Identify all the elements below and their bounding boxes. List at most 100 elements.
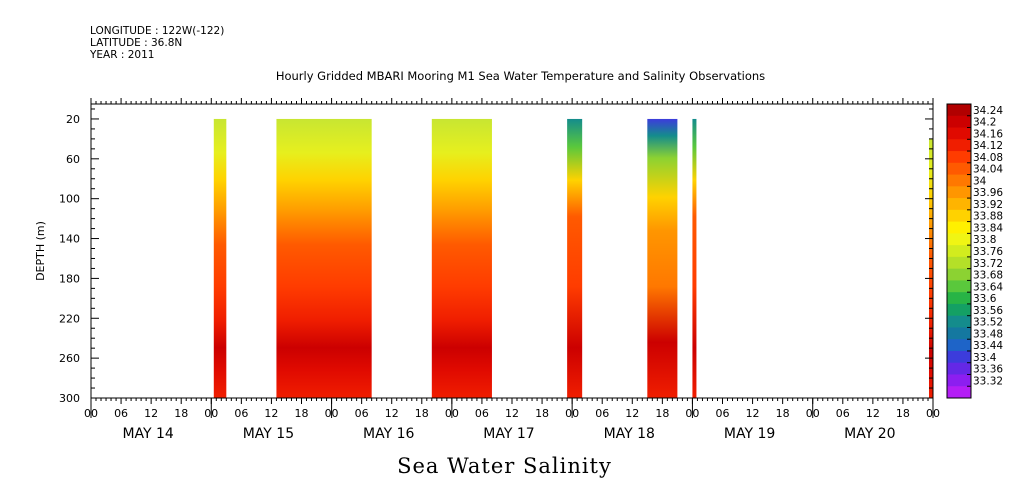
colorbar-swatch	[947, 327, 971, 340]
x-hour-tick-label: 18	[655, 407, 669, 420]
colorbar-swatch	[947, 233, 971, 246]
colorbar-swatch	[947, 209, 971, 223]
colorbar-label: 33.8	[973, 234, 996, 246]
colorbar-swatch	[947, 127, 971, 140]
x-hour-tick-label: 00	[565, 407, 579, 420]
x-hour-tick-label: 12	[385, 407, 399, 420]
x-hour-tick-label: 00	[926, 407, 940, 420]
x-hour-tick-label: 06	[475, 407, 489, 420]
x-hour-tick-label: 00	[325, 407, 339, 420]
x-hour-tick-label: 12	[746, 407, 760, 420]
x-hour-tick-label: 00	[806, 407, 820, 420]
x-day-label: MAY 16	[363, 426, 414, 442]
colorbar-swatch	[947, 268, 971, 281]
colorbar-swatch	[947, 315, 971, 328]
colorbar-label: 34.12	[973, 140, 1003, 152]
colorbar-swatch	[947, 174, 971, 187]
chart-title: Hourly Gridded MBARI Mooring M1 Sea Wate…	[275, 69, 766, 83]
x-hour-tick-label: 00	[84, 407, 98, 420]
x-hour-tick-label: 18	[896, 407, 910, 420]
colorbar-swatch	[947, 350, 971, 364]
colorbar-swatch	[947, 162, 971, 176]
colorbar-swatch	[947, 221, 971, 234]
colorbar-label: 33.96	[973, 187, 1003, 199]
x-hour-tick-label: 00	[445, 407, 459, 420]
colorbar-label: 34.04	[973, 164, 1003, 176]
x-day-label: MAY 15	[243, 426, 294, 442]
y-tick-label: 220	[59, 312, 80, 325]
colorbar-swatch	[947, 245, 971, 258]
data-segment	[567, 118, 583, 398]
x-day-label: MAY 20	[844, 426, 895, 442]
colorbar-swatch	[947, 374, 971, 387]
colorbar-swatch	[947, 139, 971, 152]
x-hour-tick-label: 12	[144, 407, 158, 420]
colorbar-label: 33.48	[973, 328, 1003, 340]
latitude-label: LATITUDE : 36.8N	[90, 37, 183, 49]
x-hour-tick-label: 00	[685, 407, 699, 420]
x-hour-tick-label: 12	[625, 407, 639, 420]
colorbar-label: 33.76	[973, 246, 1003, 258]
x-day-label: MAY 18	[604, 426, 655, 442]
colorbar-label: 33.84	[973, 222, 1003, 234]
colorbar-label: 34	[973, 175, 987, 187]
colorbar-label: 33.6	[973, 293, 997, 305]
data-segment	[692, 118, 697, 398]
colorbar-label: 33.72	[973, 258, 1003, 270]
colorbar-swatch	[947, 362, 971, 375]
y-tick-label: 180	[59, 272, 80, 285]
colorbar-swatch	[947, 115, 971, 129]
colorbar-label: 33.52	[973, 317, 1003, 329]
y-tick-label: 300	[59, 392, 80, 405]
x-hour-tick-label: 12	[264, 407, 278, 420]
y-axis-label: DEPTH (m)	[34, 221, 47, 281]
x-axis-title: Sea Water Salinity	[397, 454, 612, 478]
colorbar-label: 34.24	[973, 105, 1003, 117]
data-segment	[276, 118, 372, 398]
colorbar-swatch	[947, 256, 971, 270]
x-hour-tick-label: 06	[114, 407, 128, 420]
x-hour-tick-label: 12	[505, 407, 519, 420]
colorbar-swatch	[947, 339, 971, 352]
x-hour-tick-label: 18	[295, 407, 309, 420]
x-hour-tick-label: 06	[595, 407, 609, 420]
y-tick-label: 20	[66, 113, 80, 126]
colorbar-frame	[946, 103, 972, 399]
longitude-label: LONGITUDE : 122W(-122)	[90, 25, 225, 37]
x-day-label: MAY 19	[724, 426, 775, 442]
x-day-label: MAY 17	[483, 426, 534, 442]
x-hour-tick-label: 18	[174, 407, 188, 420]
colorbar-swatch	[947, 198, 971, 211]
y-tick-label: 140	[59, 233, 80, 246]
year-label: YEAR : 2011	[90, 49, 155, 61]
x-hour-tick-label: 06	[355, 407, 369, 420]
x-hour-tick-label: 18	[535, 407, 549, 420]
x-hour-tick-label: 18	[415, 407, 429, 420]
colorbar-label: 33.64	[973, 281, 1003, 293]
data-segment	[647, 118, 678, 398]
x-hour-tick-label: 12	[866, 407, 880, 420]
y-tick-label: 60	[66, 153, 80, 166]
colorbar-swatch	[947, 104, 971, 117]
colorbar-label: 33.32	[973, 375, 1003, 387]
colorbar-swatch	[947, 303, 971, 317]
colorbar-label: 33.68	[973, 270, 1003, 282]
colorbar-label: 33.56	[973, 305, 1003, 317]
colorbar-label: 33.88	[973, 211, 1003, 223]
colorbar-label: 34.2	[973, 117, 996, 129]
y-tick-label: 100	[59, 193, 80, 206]
colorbar-swatch	[947, 292, 971, 305]
data-segment	[431, 118, 492, 398]
colorbar-label: 33.44	[973, 340, 1003, 352]
colorbar-label: 34.16	[973, 128, 1003, 140]
colorbar-swatch	[947, 151, 971, 164]
data-segment	[213, 118, 227, 398]
colorbar-swatch	[947, 386, 971, 399]
colorbar-label: 33.92	[973, 199, 1003, 211]
x-hour-tick-label: 06	[836, 407, 850, 420]
x-hour-tick-label: 18	[776, 407, 790, 420]
x-hour-tick-label: 00	[204, 407, 218, 420]
x-hour-tick-label: 06	[234, 407, 248, 420]
x-hour-tick-label: 06	[716, 407, 730, 420]
